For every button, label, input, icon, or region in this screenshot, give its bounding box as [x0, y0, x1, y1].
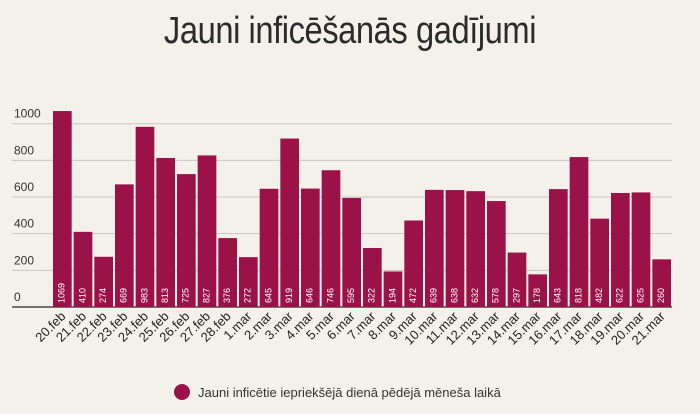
- bar-value-label: 827: [201, 288, 211, 303]
- bar-value-label: 472: [408, 288, 418, 303]
- bar-value-label: 646: [305, 288, 315, 303]
- bar-value-label: 272: [243, 288, 253, 303]
- bar-value-label: 274: [98, 288, 108, 303]
- bar-value-label: 983: [139, 288, 149, 303]
- bar: [466, 191, 485, 307]
- bar: [652, 259, 671, 307]
- bar: [94, 256, 113, 307]
- bar: [404, 220, 423, 307]
- bar: [177, 174, 196, 307]
- bar: [590, 218, 609, 307]
- bar: [156, 157, 175, 307]
- bar-value-label: 643: [553, 288, 563, 303]
- bar: [301, 188, 320, 307]
- bar: [239, 257, 258, 307]
- chart-title: Jauni inficēšanās gadījumi: [163, 10, 537, 52]
- bar: [321, 170, 341, 307]
- y-tick-label: 800: [14, 143, 34, 157]
- bar: [135, 126, 155, 307]
- bar: [342, 197, 361, 307]
- y-tick-label: 400: [14, 217, 34, 231]
- bar: [73, 231, 93, 307]
- bar: [53, 111, 72, 307]
- bar-value-label: 595: [346, 288, 356, 303]
- bar-value-label: 322: [367, 288, 377, 303]
- bar-value-label: 746: [325, 288, 335, 303]
- bar: [507, 252, 527, 307]
- bar: [218, 238, 237, 307]
- bar-value-label: 638: [449, 288, 459, 303]
- bar-value-label: 622: [615, 288, 625, 303]
- y-tick-label: 600: [14, 180, 34, 194]
- bar-value-label: 625: [635, 288, 645, 303]
- y-tick-label: 200: [14, 253, 34, 267]
- bar-value-label: 645: [263, 288, 273, 303]
- y-tick-label: 0: [14, 290, 21, 304]
- bar-value-label: 1069: [57, 283, 67, 303]
- bar-value-label: 410: [77, 288, 87, 303]
- bar: [549, 189, 568, 307]
- bar: [197, 155, 217, 307]
- bar-value-label: 578: [491, 288, 501, 303]
- bar: [487, 201, 506, 307]
- bar-value-label: 818: [573, 288, 583, 303]
- bar-value-label: 669: [119, 288, 129, 303]
- bar-value-label: 632: [470, 288, 480, 303]
- bar: [425, 189, 444, 307]
- legend-marker-icon: [174, 384, 190, 400]
- bar-value-label: 260: [656, 288, 666, 303]
- bar-value-label: 725: [181, 288, 191, 303]
- bar: [383, 271, 403, 307]
- bar: [528, 274, 547, 307]
- bar: [280, 138, 299, 307]
- bar: [611, 192, 630, 307]
- legend-label: Jauni inficētie iepriekšējā dienā pēdējā…: [198, 384, 501, 400]
- bar: [115, 184, 134, 307]
- bar-value-label: 813: [160, 288, 170, 303]
- bar-value-label: 178: [532, 288, 542, 303]
- bar-value-label: 482: [594, 288, 604, 303]
- bar-value-label: 376: [222, 288, 232, 303]
- y-tick-label: 1000: [14, 107, 41, 121]
- bar-value-label: 194: [387, 288, 397, 303]
- bar-value-label: 297: [511, 288, 521, 303]
- bar: [569, 157, 589, 307]
- bar: [631, 192, 651, 307]
- bar-value-label: 919: [284, 288, 294, 303]
- bar-value-label: 639: [429, 288, 439, 303]
- legend: Jauni inficētie iepriekšējā dienā pēdējā…: [174, 384, 501, 400]
- bar: [363, 247, 382, 307]
- bar: [259, 188, 279, 307]
- bar: [445, 190, 465, 307]
